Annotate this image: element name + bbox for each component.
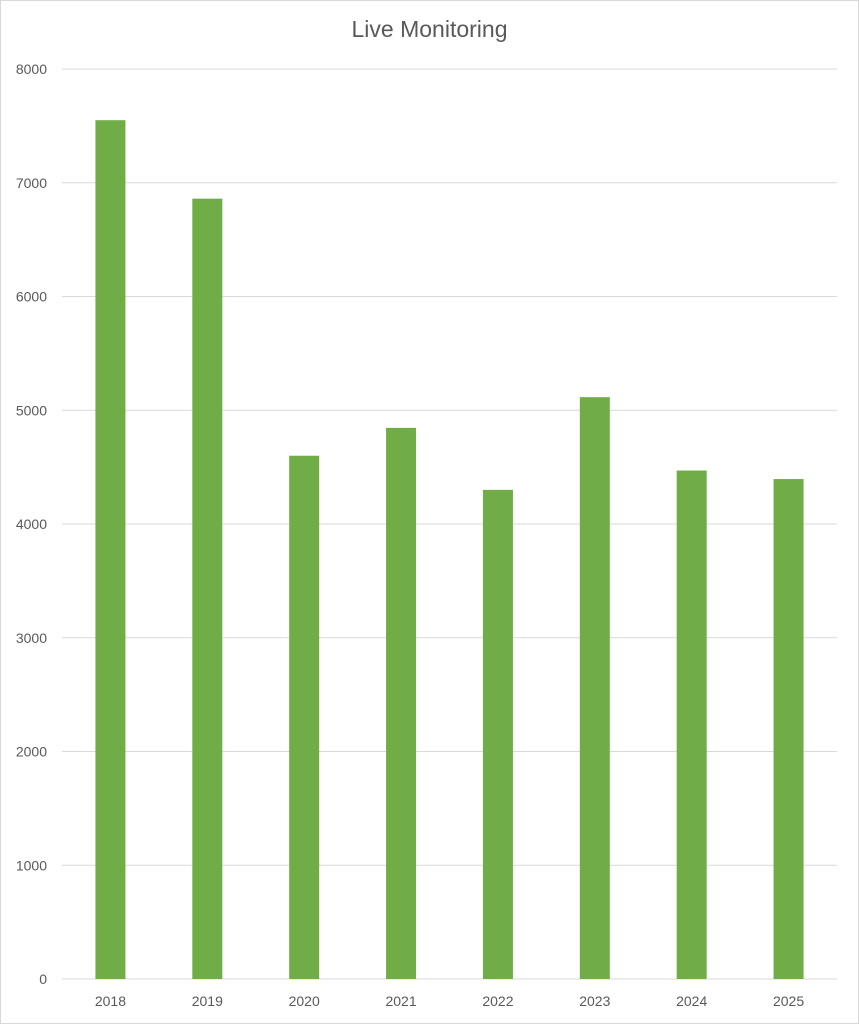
x-tick-label: 2024 [676, 993, 707, 1009]
x-tick-label: 2023 [579, 993, 610, 1009]
y-tick-label: 4000 [16, 516, 47, 532]
x-tick-label: 2022 [482, 993, 513, 1009]
bar-2018 [95, 120, 126, 979]
bar-2019 [192, 198, 223, 980]
bars [95, 120, 804, 980]
bar-2023 [579, 397, 610, 979]
x-tick-label: 2025 [773, 993, 804, 1009]
bar-2021 [386, 427, 417, 980]
y-tick-label: 5000 [16, 402, 47, 418]
x-tick-label: 2018 [95, 993, 126, 1009]
bar-2024 [676, 470, 707, 979]
x-axis-tick-labels: 2018 2019 2020 2021 2022 2023 2024 2025 [95, 993, 804, 1009]
y-tick-label: 0 [39, 971, 47, 987]
chart-title: Live Monitoring [351, 16, 508, 42]
x-tick-label: 2021 [385, 993, 416, 1009]
bar-2025 [773, 479, 804, 979]
y-tick-label: 1000 [16, 857, 47, 873]
y-tick-label: 7000 [16, 175, 47, 191]
x-tick-label: 2020 [289, 993, 320, 1009]
y-axis-tick-labels: 0 1000 2000 3000 4000 5000 6000 7000 8000 [16, 61, 47, 987]
y-tick-label: 8000 [16, 61, 47, 77]
x-tick-label: 2019 [192, 993, 223, 1009]
y-tick-label: 2000 [16, 744, 47, 760]
gridlines [62, 68, 837, 980]
y-tick-label: 6000 [16, 289, 47, 305]
bar-2020 [289, 455, 320, 979]
bar-2022 [482, 489, 513, 979]
y-tick-label: 3000 [16, 630, 47, 646]
